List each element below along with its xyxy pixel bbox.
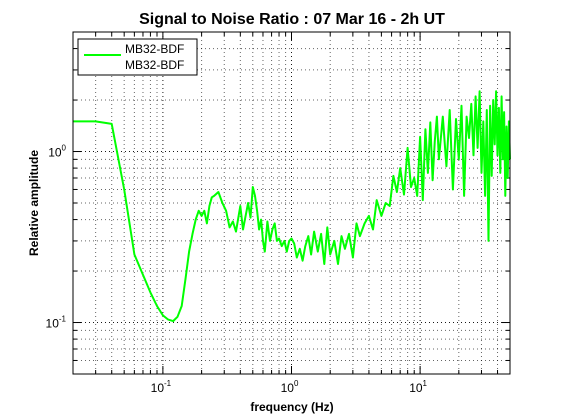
legend-entry-2: MB32-BDF xyxy=(125,58,184,72)
plot-area xyxy=(73,32,510,374)
chart-title: Signal to Noise Ratio : 07 Mar 16 - 2h U… xyxy=(139,11,445,28)
legend-box xyxy=(77,38,198,76)
series-line xyxy=(73,90,511,323)
plot-frame xyxy=(72,31,511,375)
grid-lines xyxy=(73,32,510,374)
legend-entry-1: MB32-BDF xyxy=(125,42,184,56)
data-series-layer xyxy=(73,90,511,323)
legend: MB32-BDF MB32-BDF xyxy=(77,38,198,76)
y-axis-label: Relative amplitude xyxy=(27,150,41,256)
x-axis-label: frequency (Hz) xyxy=(250,400,333,414)
